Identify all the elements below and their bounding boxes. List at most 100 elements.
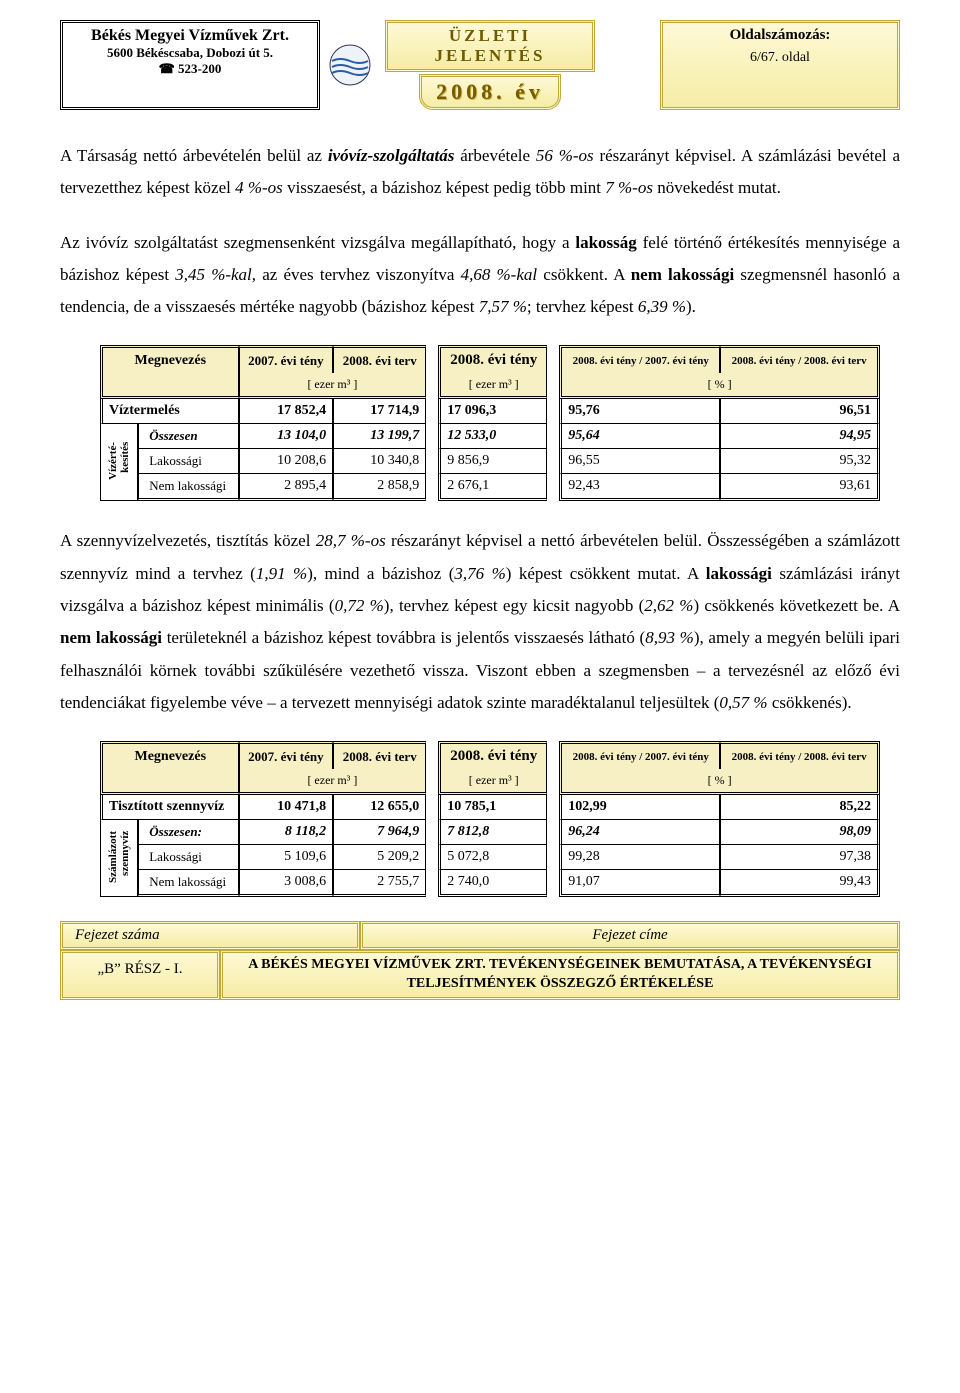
text-ital: 28,7 %-os	[316, 531, 386, 550]
text: visszaesést, a bázishoz képest pedig töb…	[283, 178, 605, 197]
row-label: Összesen	[138, 424, 238, 449]
cell: 99,28	[559, 845, 720, 870]
unit-blank	[100, 373, 239, 399]
paragraph-1: A Társaság nettó árbevételén belül az iv…	[60, 140, 900, 205]
col-2008-plan: 2008. évi terv	[333, 741, 426, 769]
text-bold: lakossági	[706, 564, 772, 583]
text: Az ivóvíz szolgáltatást szegmensenként v…	[60, 233, 575, 252]
unit-m3-2: [ ezer m³ ]	[438, 373, 547, 399]
text-ital: 2,62 %	[644, 596, 693, 615]
cell: 10 785,1	[438, 795, 547, 820]
paragraph-2: Az ivóvíz szolgáltatást szegmensenként v…	[60, 227, 900, 324]
cell: 92,43	[559, 474, 720, 501]
footer-labels-row: Fejezet száma Fejezet címe	[60, 921, 900, 950]
page-footer: Fejezet száma Fejezet címe „B” RÉSZ - I.…	[60, 921, 900, 1000]
cell: 17 852,4	[239, 399, 334, 424]
data-table: Megnevezés2007. évi tény2008. évi terv 20…	[100, 741, 880, 897]
text-bold: lakosság	[575, 233, 636, 252]
unit-blank	[100, 769, 239, 795]
cell: 2 895,4	[239, 474, 334, 501]
cell: 2 676,1	[438, 474, 547, 501]
cell: 93,61	[720, 474, 880, 501]
col-ratio1: 2008. évi tény / 2007. évi tény	[559, 345, 720, 373]
col-ratio2: 2008. évi tény / 2008. évi terv	[720, 741, 880, 769]
text-bold: nem lakossági	[60, 628, 162, 647]
page-header: Békés Megyei Vízművek Zrt. 5600 Békéscsa…	[60, 20, 900, 110]
cell: 17 096,3	[438, 399, 547, 424]
wastewater-table: Megnevezés2007. évi tény2008. évi terv 20…	[100, 741, 880, 897]
text-ital: 0,57 %	[719, 693, 767, 712]
text-ital: 1,91 %	[256, 564, 307, 583]
footer-content-row: „B” RÉSZ - I. A BÉKÉS MEGYEI VÍZMŰVEK ZR…	[60, 950, 900, 1000]
cell: 85,22	[720, 795, 880, 820]
unit-pct: [ % ]	[559, 769, 880, 795]
cell: 2 740,0	[438, 870, 547, 897]
text: ), mind a bázishoz (	[307, 564, 454, 583]
cell: 8 118,2	[239, 820, 334, 845]
chapter-title-label: Fejezet címe	[360, 921, 900, 950]
table-row: Lakossági5 109,65 209,25 072,899,2897,38	[100, 845, 880, 870]
text-ital: 4 %-os	[235, 178, 283, 197]
report-title: ÜZLETI JELENTÉS	[385, 20, 595, 72]
cell: 3 008,6	[239, 870, 334, 897]
cell: 9 856,9	[438, 449, 547, 474]
cell: 96,51	[720, 399, 880, 424]
unit-m3: [ ezer m³ ]	[239, 769, 427, 795]
text-emph: ivóvíz-szolgáltatás	[328, 146, 455, 165]
cell: 95,32	[720, 449, 880, 474]
text: árbevétele	[454, 146, 536, 165]
cell: 91,07	[559, 870, 720, 897]
cell: 2 858,9	[333, 474, 426, 501]
vertical-group-label: Számlázottszennyvíz	[100, 820, 138, 897]
row-label: Lakossági	[138, 449, 238, 474]
row-label: Nem lakossági	[138, 474, 238, 501]
table-row: Lakossági10 208,610 340,89 856,996,5595,…	[100, 449, 880, 474]
col-2007: 2007. évi tény	[239, 741, 334, 769]
table-row: Tisztított szennyvíz10 471,812 655,010 7…	[100, 795, 880, 820]
table-row: Nem lakossági3 008,62 755,72 740,091,079…	[100, 870, 880, 897]
cell: 5 209,2	[333, 845, 426, 870]
part-identifier: „B” RÉSZ - I.	[60, 950, 220, 1000]
cell: 7 812,8	[438, 820, 547, 845]
company-logo	[320, 20, 380, 110]
cell: 12 533,0	[438, 424, 547, 449]
table-row: Nem lakossági2 895,42 858,9 2 676,1 92,439…	[100, 474, 880, 501]
cell: 2 755,7	[333, 870, 426, 897]
col-ratio1: 2008. évi tény / 2007. évi tény	[559, 741, 720, 769]
col-2008-fact: 2008. évi tény	[438, 345, 547, 373]
cell: 10 208,6	[239, 449, 334, 474]
text: A Társaság nettó árbevételén belül az	[60, 146, 328, 165]
cell: 17 714,9	[333, 399, 426, 424]
row-label: Nem lakossági	[138, 870, 238, 897]
text-ital: 0,72 %	[335, 596, 384, 615]
table-row: SzámlázottszennyvízÖsszesen:8 118,27 964…	[100, 820, 880, 845]
table-row: Víztermelés17 852,417 714,917 096,395,76…	[100, 399, 880, 424]
col-2008-fact: 2008. évi tény	[438, 741, 547, 769]
cell: 95,64	[559, 424, 720, 449]
page-number: 6/67. oldal	[669, 50, 891, 66]
cell: 13 104,0	[239, 424, 334, 449]
unit-pct: [ % ]	[559, 373, 880, 399]
text: növekedést mutat.	[653, 178, 781, 197]
header-title-box: ÜZLETI JELENTÉS 2008. év	[380, 20, 600, 110]
col-name: Megnevezés	[100, 345, 239, 373]
company-address: 5600 Békéscsaba, Dobozi út 5.	[73, 45, 307, 61]
cell: 96,24	[559, 820, 720, 845]
header-pagination-box: Oldalszámozás: 6/67. oldal	[660, 20, 900, 110]
cell: 94,95	[720, 424, 880, 449]
text: csökkent. A	[537, 265, 631, 284]
text: ) csökkenés következett be. A	[693, 596, 900, 615]
text-ital: 7 %-os	[605, 178, 653, 197]
cell: 10 340,8	[333, 449, 426, 474]
cell: 95,76	[559, 399, 720, 424]
text-ital: 56 %-os	[536, 146, 594, 165]
company-phone: ☎ 523-200	[73, 61, 307, 77]
cell: 98,09	[720, 820, 880, 845]
col-name: Megnevezés	[100, 741, 239, 769]
chapter-number-label: Fejezet száma	[60, 921, 360, 950]
cell: 7 964,9	[333, 820, 426, 845]
pagination-label: Oldalszámozás:	[669, 27, 891, 44]
company-name: Békés Megyei Vízművek Zrt.	[73, 27, 307, 45]
cell: 12 655,0	[333, 795, 426, 820]
cell: 102,99	[559, 795, 720, 820]
